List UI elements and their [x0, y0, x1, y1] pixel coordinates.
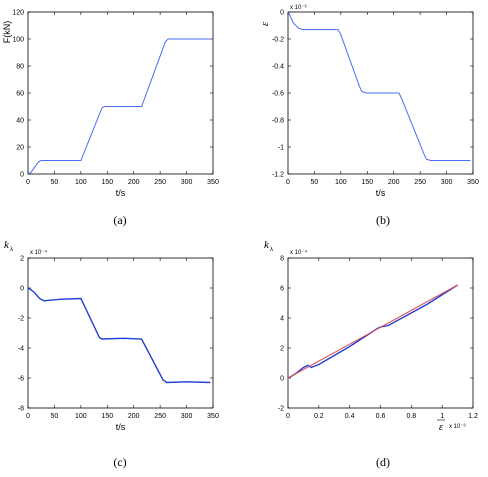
- y-axis-label: ε: [259, 21, 271, 26]
- x-tick-label: 0.8: [406, 413, 416, 420]
- y-tick-label: -0.4: [272, 64, 284, 71]
- chart-panel-c: 0 50 100 150 200 250 300 350 -8 -6 -4 -2 0 2 t/s k λ x 10…: [4, 239, 219, 469]
- x-tick-label: 200: [128, 413, 140, 420]
- y-tick-label: 2: [20, 256, 24, 263]
- y-tick-label: -0.2: [272, 37, 284, 44]
- y-tick-label: 4: [280, 316, 284, 323]
- y-tick-label: 0: [280, 376, 284, 383]
- y-multiplier: x 10⁻³: [290, 5, 307, 11]
- x-tick-label: 1: [440, 413, 444, 420]
- x-axis-label: t/s: [116, 188, 126, 198]
- x-tick-label: 0.4: [345, 413, 355, 420]
- panel-caption: (c): [113, 455, 126, 469]
- series-line-0: [287, 11, 471, 161]
- x-tick-label: 150: [361, 179, 373, 186]
- plot-frame: [287, 257, 474, 409]
- x-tick-label: 1.2: [468, 413, 478, 420]
- x-tick-label: 50: [51, 413, 59, 420]
- y-axis-label: k: [4, 239, 10, 251]
- y-tick-label: -4: [18, 346, 24, 353]
- series-line-1: [287, 284, 458, 379]
- x-tick-label: 0: [286, 179, 290, 186]
- x-axis-label: ε: [439, 421, 444, 433]
- chart-panel-b: 0 50 100 150 200 250 300 350 -1.2 -1 -0.8 -0.6 -0.4 -…: [259, 5, 479, 227]
- y-multiplier: x 10⁻⁴: [290, 249, 308, 256]
- x-tick-label: 50: [311, 179, 319, 186]
- y-axis-label-subscript: λ: [10, 247, 13, 253]
- x-tick-label: 200: [388, 179, 400, 186]
- x-tick-label: 0.2: [314, 413, 324, 420]
- y-multiplier: x 10⁻⁴: [30, 249, 48, 256]
- plot-frame: [27, 257, 214, 409]
- y-tick-label: 80: [16, 64, 24, 71]
- x-tick-label: 50: [51, 179, 59, 186]
- y-tick-label: 40: [16, 118, 24, 125]
- x-tick-label: 300: [181, 413, 193, 420]
- y-tick-label: 60: [16, 91, 24, 98]
- y-tick-label: 8: [280, 256, 284, 263]
- y-tick-label: 6: [280, 286, 284, 293]
- x-tick-label: 350: [467, 179, 479, 186]
- x-tick-label: 150: [101, 413, 113, 420]
- chart-panel-a: 0 50 100 150 200 250 300 350 0 20 40 60 80 100 120 t/s F…: [2, 10, 219, 228]
- x-tick-label: 150: [101, 179, 113, 186]
- y-tick-label: -2: [18, 316, 24, 323]
- y-axis-label: F(kN): [2, 21, 12, 44]
- x-tick-label: 200: [128, 179, 140, 186]
- y-tick-label: 0: [280, 10, 284, 17]
- y-tick-label: -8: [18, 406, 24, 413]
- y-tick-label: -1.2: [272, 172, 284, 179]
- x-tick-label: 250: [414, 179, 426, 186]
- y-tick-label: -6: [18, 376, 24, 383]
- x-tick-label: 350: [207, 179, 219, 186]
- y-axis-label: k: [264, 239, 270, 251]
- panel-caption: (a): [113, 213, 126, 227]
- x-tick-label: 100: [75, 179, 87, 186]
- x-tick-label: 100: [335, 179, 347, 186]
- y-tick-label: 120: [12, 10, 24, 17]
- y-tick-label: -1: [278, 145, 284, 152]
- x-tick-label: 100: [75, 413, 87, 420]
- x-axis-label: t/s: [376, 188, 386, 198]
- x-tick-label: 350: [207, 413, 219, 420]
- x-tick-label: 250: [154, 179, 166, 186]
- series-line-0: [27, 287, 211, 384]
- x-tick-label: 0.6: [376, 413, 386, 420]
- y-tick-label: -2: [278, 406, 284, 413]
- panel-caption: (d): [376, 455, 390, 469]
- y-tick-label: 0: [20, 172, 24, 179]
- x-tick-label: 300: [181, 179, 193, 186]
- plot-frame: [27, 11, 214, 175]
- y-tick-label: 20: [16, 145, 24, 152]
- x-tick-label: 300: [441, 179, 453, 186]
- x-axis-label: t/s: [116, 422, 126, 432]
- series-line-0: [27, 38, 211, 175]
- y-tick-label: 100: [12, 37, 24, 44]
- x-multiplier: x 10⁻³: [449, 424, 466, 430]
- x-tick-label: 250: [154, 413, 166, 420]
- panel-caption: (b): [376, 213, 390, 227]
- x-tick-label: 0: [26, 413, 30, 420]
- y-tick-label: -0.8: [272, 118, 284, 125]
- y-tick-label: 2: [280, 346, 284, 353]
- y-tick-label: 0: [20, 286, 24, 293]
- x-tick-label: 0: [286, 413, 290, 420]
- y-tick-label: -0.6: [272, 91, 284, 98]
- y-axis-label-subscript: λ: [270, 247, 273, 253]
- x-tick-label: 0: [26, 179, 30, 186]
